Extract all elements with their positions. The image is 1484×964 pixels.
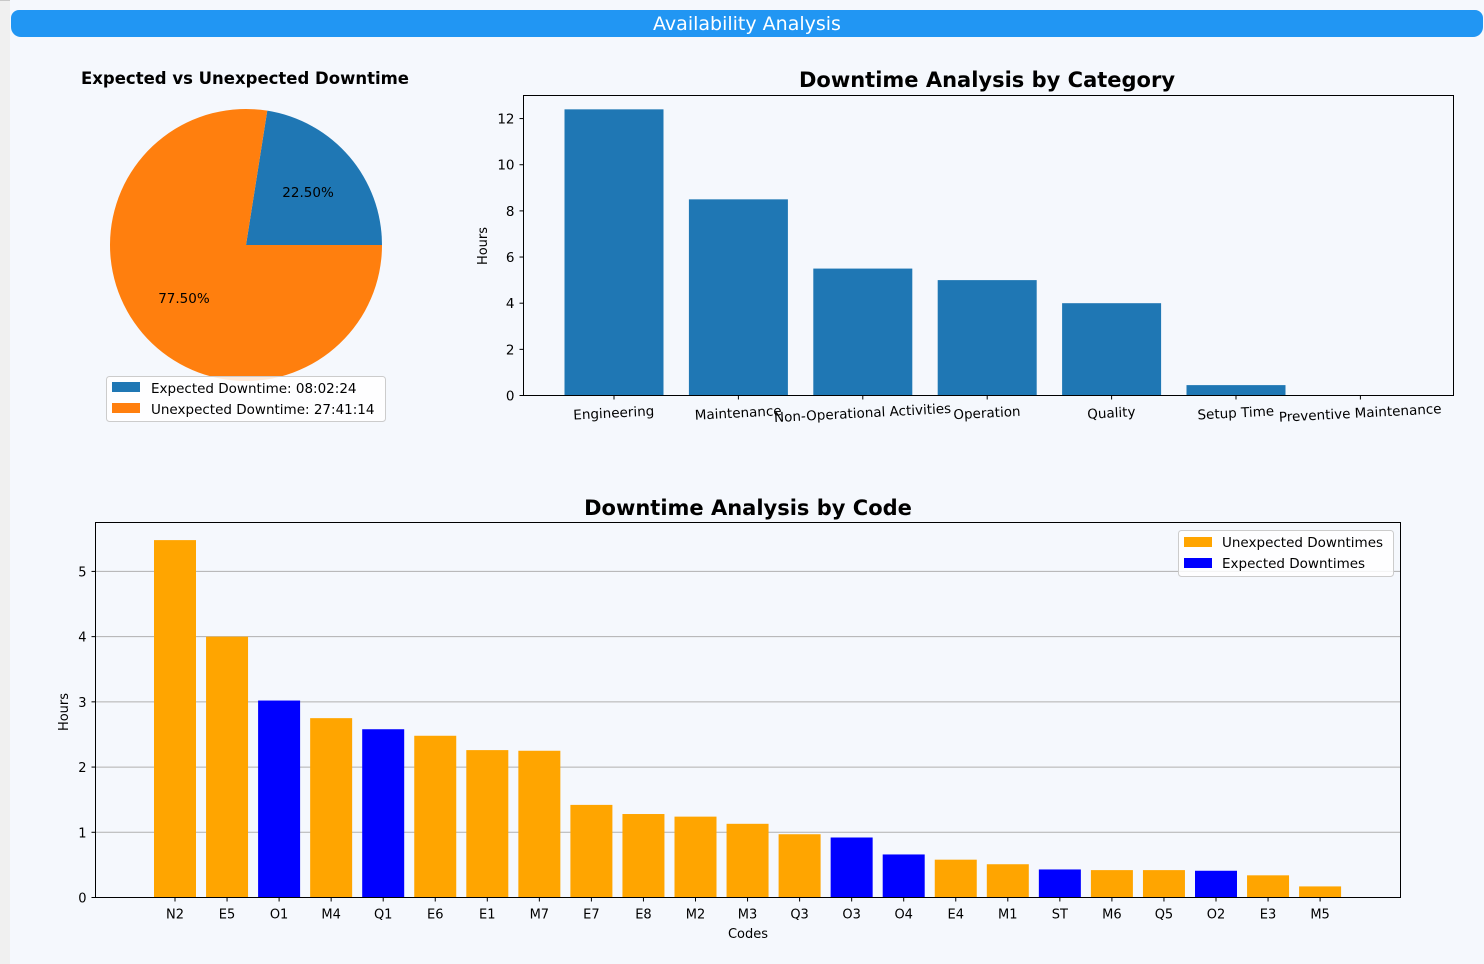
pie-legend-swatch	[112, 382, 140, 392]
code-bar-m2	[674, 816, 717, 898]
category-x-tick-label: Operation	[953, 404, 1021, 423]
pie-slice-unexpected	[110, 109, 382, 381]
category-x-tick-label: Quality	[1087, 404, 1136, 423]
code-bar-m3	[726, 823, 769, 898]
pie-legend-label: Expected Downtime: 08:02:24	[151, 381, 357, 397]
code-x-tick-label: E7	[583, 908, 600, 923]
code-bar-o2	[1195, 870, 1237, 898]
category-x-tick-label: Engineering	[573, 403, 655, 423]
code-bar-q3	[778, 834, 821, 898]
code-x-tick-label: O3	[842, 908, 861, 923]
code-y-tick-label: 5	[78, 565, 86, 580]
code-y-tick-label: 3	[78, 696, 86, 711]
category-y-tick-label: 0	[506, 389, 515, 405]
code-x-tick-label: O2	[1207, 908, 1226, 923]
code-bar-n2	[154, 540, 196, 898]
category-y-tick-label: 12	[497, 112, 514, 128]
code-x-tick-label: E6	[427, 908, 444, 923]
code-x-tick-label: M6	[1102, 908, 1122, 923]
page-title: Availability Analysis	[11, 10, 1483, 37]
code-x-tick-label: E3	[1260, 908, 1277, 923]
pie-legend-label: Unexpected Downtime: 27:41:14	[151, 402, 374, 418]
category-bar-operation	[937, 280, 1037, 396]
code-legend-swatch-unexpected	[1184, 537, 1212, 547]
category-bar-maintenance	[688, 199, 788, 396]
code-bar-m5	[1299, 886, 1342, 898]
code-x-tick-label: E5	[219, 908, 236, 923]
code-x-tick-label: Q5	[1155, 908, 1174, 923]
code-x-tick-label: M2	[686, 908, 706, 923]
code-bar-q1	[362, 729, 405, 898]
code-bar-e1	[466, 750, 509, 898]
category-x-tick-label: Setup Time	[1197, 404, 1274, 424]
category-y-tick-label: 8	[506, 204, 515, 220]
code-x-tick-label: M7	[530, 908, 550, 923]
code-x-tick-label: ST	[1052, 908, 1068, 923]
category-bar-setup-time	[1186, 385, 1286, 396]
category-y-tick-label: 2	[506, 342, 515, 358]
code-x-axis-label: Codes	[728, 927, 768, 942]
code-x-tick-label: Q1	[374, 908, 393, 923]
code-y-tick-label: 2	[78, 761, 86, 776]
code-x-tick-label: O1	[270, 908, 289, 923]
category-bar-non-operational-activities	[813, 268, 913, 396]
code-plot-frame	[95, 522, 1401, 898]
category-bar-engineering	[564, 109, 664, 396]
code-legend: Unexpected Downtimes Expected Downtimes	[1178, 530, 1394, 577]
code-x-tick-label: Q3	[790, 908, 809, 923]
category-y-tick-label: 4	[506, 296, 515, 312]
code-x-tick-label: E1	[479, 908, 496, 923]
code-bar-e5	[206, 636, 249, 898]
pie-legend: Expected Downtime: 08:02:24 Unexpected Do…	[106, 376, 386, 422]
code-x-tick-label: N2	[166, 908, 184, 923]
code-bar-o3	[830, 837, 873, 898]
code-y-tick-label: 1	[78, 826, 86, 841]
category-x-tick-label: Maintenance	[694, 403, 782, 424]
code-legend-label: Unexpected Downtimes	[1222, 535, 1383, 551]
code-bar-e6	[414, 735, 457, 898]
code-x-tick-label: M5	[1310, 908, 1330, 923]
code-bar-m4	[310, 718, 353, 898]
code-y-axis-label: Hours	[57, 693, 72, 731]
code-legend-swatch-expected	[1184, 558, 1212, 568]
pie-legend-swatch	[112, 403, 140, 413]
code-x-tick-label: M1	[998, 908, 1018, 923]
code-y-tick-label: 4	[78, 631, 86, 646]
category-y-tick-label: 10	[497, 158, 514, 174]
code-x-tick-label: O4	[894, 908, 913, 923]
code-x-tick-label: M3	[738, 908, 758, 923]
pie-chart-title: Expected vs Unexpected Downtime	[81, 69, 409, 88]
category-bar-quality	[1062, 303, 1162, 396]
category-y-tick-label: 6	[506, 250, 515, 266]
code-bar-e7	[570, 804, 613, 898]
code-chart-title: Downtime Analysis by Code	[584, 496, 912, 520]
code-bar-o1	[258, 700, 301, 898]
code-x-tick-label: E8	[635, 908, 652, 923]
category-y-axis-label: Hours	[476, 227, 491, 265]
code-bar-m1	[986, 864, 1029, 898]
code-legend-label: Expected Downtimes	[1222, 556, 1365, 572]
pie-slice-expected	[246, 110, 382, 246]
code-bar-st	[1038, 869, 1081, 898]
code-bar-e3	[1247, 875, 1290, 898]
code-x-tick-label: E4	[948, 908, 965, 923]
pie-slice-label: 77.50%	[158, 291, 210, 307]
category-plot-frame	[523, 95, 1454, 396]
code-bar-q5	[1142, 870, 1185, 898]
code-y-tick-label: 0	[78, 892, 86, 907]
code-bar-m7	[518, 750, 561, 898]
code-bar-o4	[882, 854, 925, 898]
category-chart-title: Downtime Analysis by Category	[799, 68, 1175, 92]
pie-slice-label: 22.50%	[282, 185, 334, 201]
code-x-tick-label: M4	[321, 908, 341, 923]
code-bar-e8	[622, 814, 665, 898]
code-bar-e4	[934, 859, 977, 898]
code-bar-m6	[1090, 870, 1133, 898]
